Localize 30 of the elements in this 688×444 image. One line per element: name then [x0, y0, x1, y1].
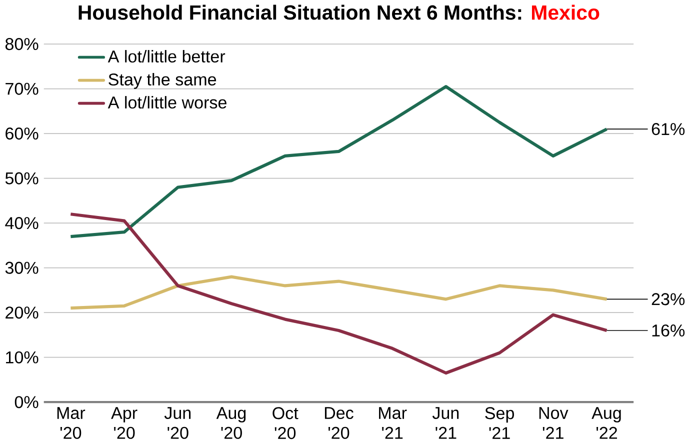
x-tick-label: Mar '21 — [379, 407, 407, 439]
x-tick-label: Aug '22 — [592, 407, 621, 439]
y-tick-label: 30% — [5, 262, 38, 274]
y-tick-label: 40% — [5, 217, 38, 230]
chart-subtitle: Mexico — [532, 4, 600, 20]
x-tick-label: Sep '21 — [485, 407, 514, 440]
x-tick-label: Dec '20 — [324, 407, 354, 439]
x-tick-label: Oct '20 — [272, 407, 298, 440]
x-tick-label: Mar '20 — [57, 407, 86, 439]
y-tick-label: 0% — [14, 396, 38, 408]
data-label: 16% — [652, 324, 685, 337]
legend-label: Stay the same — [108, 73, 216, 90]
y-tick-label: 20% — [6, 306, 38, 319]
data-label: 61% — [652, 123, 685, 136]
legend-label: A lot/little worse — [108, 96, 226, 109]
chart-title: Household Financial Situation Next 6 Months: — [78, 4, 522, 20]
y-tick-label: 80% — [5, 38, 38, 50]
x-tick-label: Jun '21 — [432, 407, 459, 439]
y-tick-label: 50% — [5, 172, 38, 184]
x-tick-label: Nov '21 — [539, 407, 568, 439]
y-tick-label: 70% — [6, 82, 38, 95]
x-tick-label: Aug '20 — [216, 407, 246, 439]
line-series — [69, 275, 608, 310]
x-tick-label: Jun '20 — [164, 407, 191, 439]
data-label: 23% — [652, 293, 685, 306]
y-tick-label: 10% — [6, 351, 38, 364]
line-series — [69, 212, 608, 375]
y-tick-label: 60% — [6, 128, 38, 140]
x-tick-label: Apr '20 — [111, 407, 138, 439]
legend-label: A lot/little better — [108, 50, 226, 63]
